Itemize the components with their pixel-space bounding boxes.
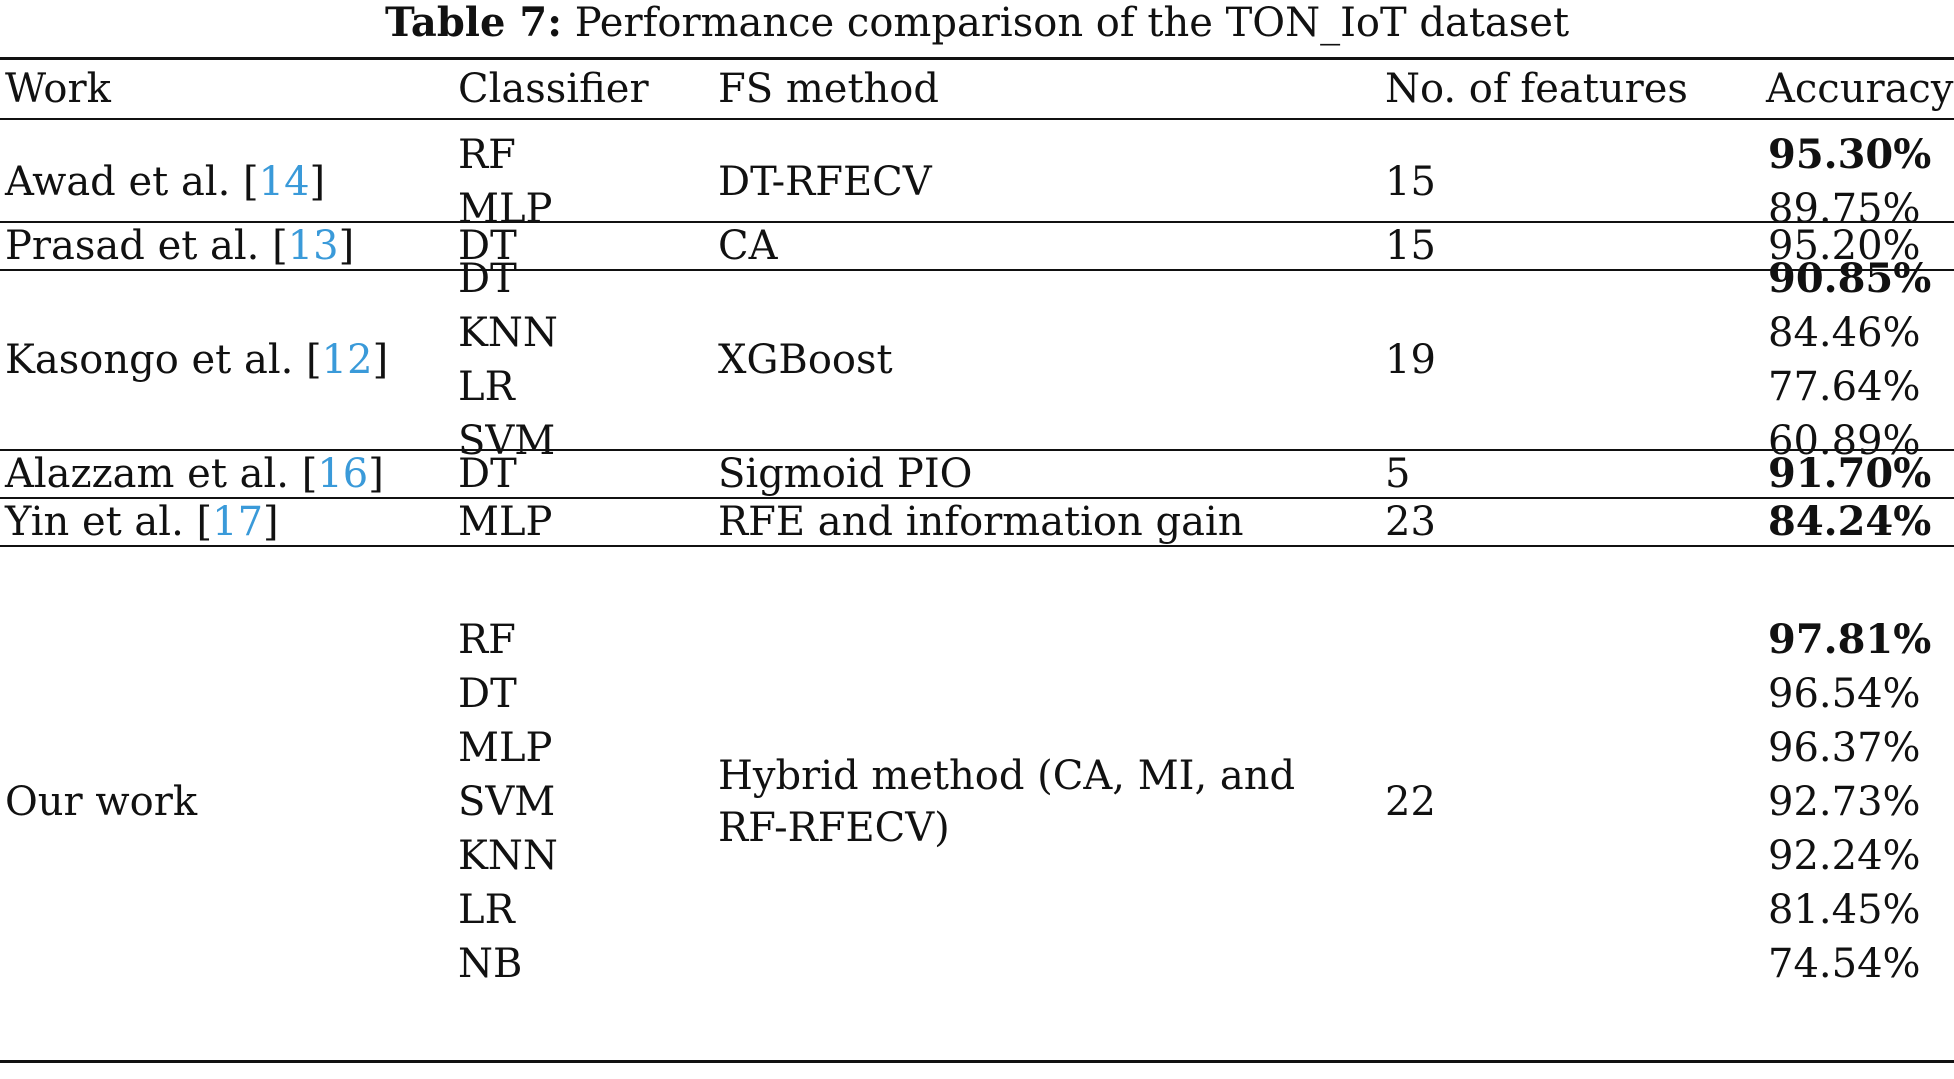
accuracy-value: 97.81%: [1768, 615, 1932, 663]
work-name: Our work: [5, 778, 198, 825]
work-name: Kasongo et al.: [5, 337, 294, 383]
work-name: Awad et al.: [5, 159, 231, 205]
row-rule: [0, 221, 1954, 223]
row-rule: [0, 449, 1954, 451]
citation-link[interactable]: 16: [317, 450, 369, 497]
accuracy-value: 91.70%: [1768, 450, 1932, 497]
header-num-features: No. of features: [1385, 66, 1688, 112]
num-features-cell: 15: [1385, 222, 1436, 269]
table-row: Kasongo et al. [12] DT KNN LR SVM XGBoos…: [0, 255, 1954, 464]
table-row: Alazzam et al. [16] DT Sigmoid PIO 5 91.…: [0, 450, 1954, 497]
row-rule: [0, 545, 1954, 547]
classifier-value: DT: [458, 256, 517, 302]
accuracy-value: 96.37%: [1768, 724, 1921, 771]
work-name: Prasad et al.: [5, 222, 260, 269]
citation-link[interactable]: 13: [287, 222, 339, 269]
classifier-cell: DT KNN LR SVM: [458, 256, 708, 464]
accuracy-cell: 95.30% 89.75%: [1768, 128, 1954, 236]
accuracy-cell: 97.81% 96.54% 96.37% 92.73% 92.24% 81.45…: [1768, 547, 1954, 1056]
accuracy-value: 84.24%: [1768, 498, 1932, 545]
table-caption-label: Table 7:: [384, 0, 562, 46]
num-features-cell: 23: [1385, 498, 1436, 545]
table-bottom-rule: [0, 1060, 1954, 1063]
accuracy-value: 95.30%: [1768, 131, 1932, 178]
table-caption: Table 7: Performance comparison of the T…: [0, 0, 1954, 48]
accuracy-value: 84.46%: [1768, 310, 1921, 356]
num-features-cell: 19: [1385, 337, 1436, 383]
table-row: Yin et al. [17] MLP RFE and information …: [0, 498, 1954, 545]
classifier-value: RF: [458, 616, 516, 663]
header-rule: [0, 118, 1954, 120]
classifier-value: KNN: [458, 310, 558, 356]
num-features-cell: 15: [1385, 159, 1436, 205]
work-cell: Awad et al. [14]: [5, 159, 326, 205]
classifier-cell: RF MLP: [458, 128, 708, 236]
table-header-row: Work Classifier FS method No. of feature…: [0, 60, 1954, 118]
work-cell: Alazzam et al. [16]: [5, 450, 384, 497]
work-name: Alazzam et al.: [5, 450, 289, 497]
fs-method-cell: Sigmoid PIO: [718, 450, 973, 497]
table-row: Prasad et al. [13] DT CA 15 95.20%: [0, 222, 1954, 269]
classifier-value: MLP: [458, 498, 553, 545]
accuracy-value: 90.85%: [1768, 255, 1932, 302]
fs-method-cell: RFE and information gain: [718, 498, 1244, 545]
fs-method-cell: Hybrid method (CA, MI, and RF-RFECV): [718, 547, 1378, 1056]
header-work: Work: [5, 66, 111, 112]
classifier-value: DT: [458, 222, 517, 269]
classifier-value: SVM: [458, 418, 556, 464]
classifier-value: LR: [458, 886, 515, 933]
classifier-value: KNN: [458, 832, 558, 879]
accuracy-value: 95.20%: [1768, 222, 1921, 269]
citation-link[interactable]: 12: [321, 337, 373, 383]
num-features-cell: 22: [1385, 778, 1436, 825]
table-caption-text: Performance comparison of the TON_IoT da…: [574, 0, 1570, 46]
table-row: Our work RF DT MLP SVM KNN LR NB Hybrid …: [0, 547, 1954, 1056]
row-rule: [0, 269, 1954, 271]
citation-link[interactable]: 14: [258, 159, 310, 205]
table-row: Awad et al. [14] RF MLP DT-RFECV 15 95.3…: [0, 128, 1954, 236]
fs-method-cell: CA: [718, 222, 778, 269]
num-features-cell: 5: [1385, 450, 1411, 497]
work-cell: Yin et al. [17]: [5, 498, 279, 545]
classifier-value: MLP: [458, 724, 553, 771]
classifier-value: MLP: [458, 186, 553, 232]
accuracy-value: 81.45%: [1768, 886, 1921, 933]
classifier-value: LR: [458, 364, 515, 410]
classifier-value: SVM: [458, 778, 556, 825]
classifier-value: NB: [458, 940, 523, 987]
header-accuracy: Accuracy: [1766, 66, 1954, 112]
accuracy-value: 77.64%: [1768, 364, 1921, 410]
header-fs-method: FS method: [718, 66, 939, 112]
accuracy-cell: 90.85% 84.46% 77.64% 60.89%: [1768, 255, 1954, 464]
header-classifier: Classifier: [458, 66, 649, 112]
classifier-value: DT: [458, 670, 517, 717]
fs-method-cell: DT-RFECV: [718, 159, 932, 205]
accuracy-value: 96.54%: [1768, 670, 1921, 717]
accuracy-value: 92.24%: [1768, 832, 1921, 879]
fs-method-cell: XGBoost: [718, 337, 893, 383]
work-name: Yin et al.: [5, 498, 184, 545]
table-top-rule: [0, 57, 1954, 60]
work-cell: Prasad et al. [13]: [5, 222, 355, 269]
classifier-value: DT: [458, 450, 517, 497]
classifier-cell: RF DT MLP SVM KNN LR NB: [458, 547, 708, 1056]
fs-method-text: Hybrid method (CA, MI, and RF-RFECV): [718, 752, 1296, 851]
citation-link[interactable]: 17: [212, 498, 264, 545]
accuracy-value: 89.75%: [1768, 186, 1921, 232]
accuracy-value: 92.73%: [1768, 778, 1921, 825]
classifier-value: RF: [458, 132, 516, 178]
work-cell: Kasongo et al. [12]: [5, 337, 389, 383]
row-rule: [0, 497, 1954, 499]
accuracy-value: 60.89%: [1768, 418, 1921, 464]
accuracy-value: 74.54%: [1768, 940, 1921, 987]
